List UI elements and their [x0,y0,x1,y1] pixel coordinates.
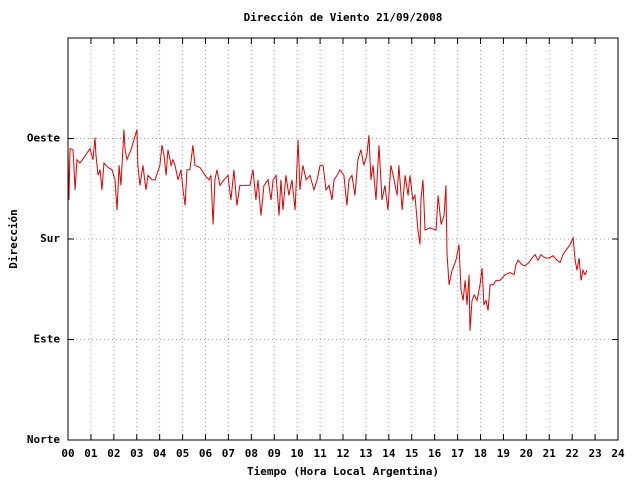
plot-border [67,37,619,441]
x-tick-label: 05 [176,447,189,460]
x-tick-label: 14 [382,447,396,460]
x-tick-label: 09 [268,447,281,460]
y-tick-label: Este [34,333,61,346]
x-tick-label: 17 [451,447,464,460]
x-axis-label: Tiempo (Hora Local Argentina) [247,465,439,478]
x-tick-label: 07 [222,447,235,460]
data-line [67,129,588,331]
y-tick-label: Oeste [27,132,60,145]
y-tick-label: Sur [40,232,60,245]
x-tick-label: 12 [336,447,349,460]
x-tick-label: 24 [611,447,625,460]
x-tick-label: 18 [474,447,487,460]
x-tick-label: 20 [520,447,533,460]
x-tick-label: 02 [107,447,120,460]
x-tick-label: 11 [313,447,327,460]
x-tick-label: 04 [153,447,167,460]
x-tick-label: 08 [245,447,258,460]
x-tick-label: 01 [84,447,98,460]
x-tick-label: 03 [130,447,143,460]
x-tick-label: 19 [497,447,510,460]
x-tick-label: 10 [291,447,304,460]
x-tick-label: 23 [588,447,601,460]
x-tick-label: 15 [405,447,418,460]
x-tick-label: 13 [359,447,372,460]
x-tick-label: 00 [61,447,74,460]
x-tick-label: 16 [428,447,442,460]
y-axis-label: Dirección [7,209,20,269]
chart-title: Dirección de Viento 21/09/2008 [244,11,443,24]
y-tick-label: Norte [27,433,60,446]
x-tick-label: 22 [566,447,579,460]
x-tick-label: 06 [199,447,213,460]
x-tick-label: 21 [543,447,557,460]
